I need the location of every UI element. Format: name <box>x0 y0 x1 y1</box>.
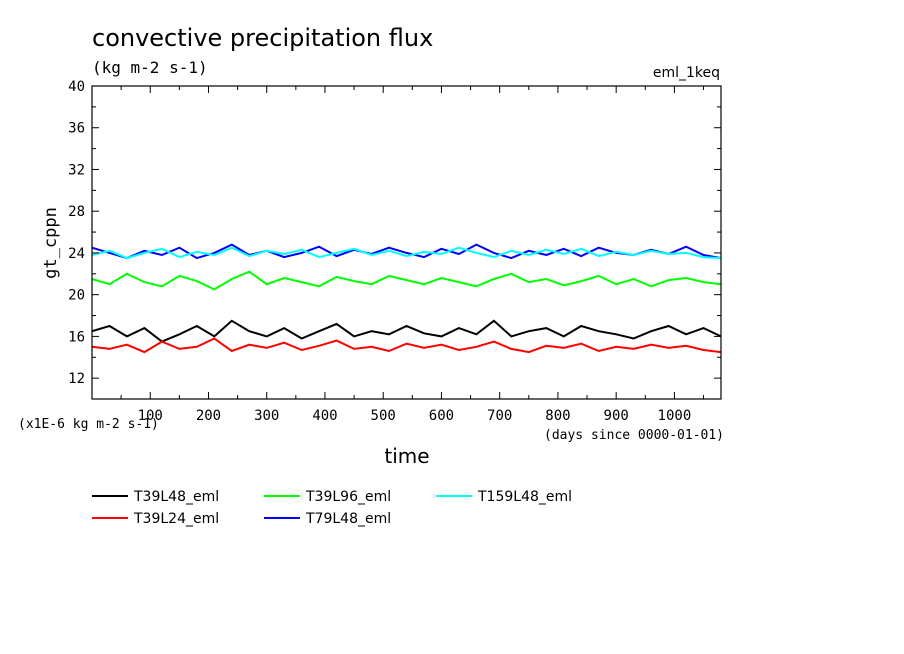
y-tick-label: 12 <box>68 371 85 387</box>
legend-label: T39L96_eml <box>305 489 391 505</box>
y-tick-label: 36 <box>68 121 85 137</box>
plot-frame <box>91 85 722 400</box>
x-tick-label: 500 <box>371 408 396 424</box>
x-tick-label: 100 <box>138 408 163 424</box>
x-unit-label: (days since 0000-01-01) <box>544 428 724 443</box>
series-layer <box>91 243 722 354</box>
x-tick-label: 800 <box>545 408 570 424</box>
chart-subtitle: (kg m-2 s-1) <box>92 58 208 77</box>
legend: T39L48_eml T39L24_eml T39L96_eml T79L48_eml… <box>92 489 572 527</box>
legend-label: T79L48_eml <box>305 511 391 527</box>
x-tick-label: 300 <box>254 408 279 424</box>
y-scale-note: (x1E-6 kg m-2 s-1) <box>18 417 159 432</box>
experiment-label: eml_1keq <box>653 65 720 81</box>
x-axis-label: time <box>384 444 429 468</box>
x-tick-label: 900 <box>604 408 629 424</box>
y-tick-label: 24 <box>68 246 85 262</box>
x-tick-label: 200 <box>196 408 221 424</box>
y-axis-label: gt_cppn <box>41 207 61 279</box>
y-tick-label: 32 <box>68 162 85 178</box>
legend-label: T39L48_eml <box>133 489 219 505</box>
series-line-2 <box>91 270 722 291</box>
chart-title: convective precipitation flux <box>92 24 433 52</box>
x-tick-label: 600 <box>429 408 454 424</box>
series-line-0 <box>91 319 722 343</box>
legend-label: T159L48_eml <box>477 489 572 505</box>
y-tick-label: 16 <box>68 329 85 345</box>
series-line-4 <box>91 246 722 260</box>
x-tick-label: 1000 <box>658 408 692 424</box>
axis-layer: 12 16 20 24 28 32 36 40 100 200 300 400 500 600 700 800… <box>68 79 721 424</box>
series-line-1 <box>91 337 722 354</box>
y-tick-label: 20 <box>68 288 85 304</box>
x-tick-label: 400 <box>312 408 337 424</box>
y-tick-label: 40 <box>68 79 85 95</box>
x-tick-label: 700 <box>487 408 512 424</box>
legend-label: T39L24_eml <box>133 511 219 527</box>
y-tick-label: 28 <box>68 204 85 220</box>
